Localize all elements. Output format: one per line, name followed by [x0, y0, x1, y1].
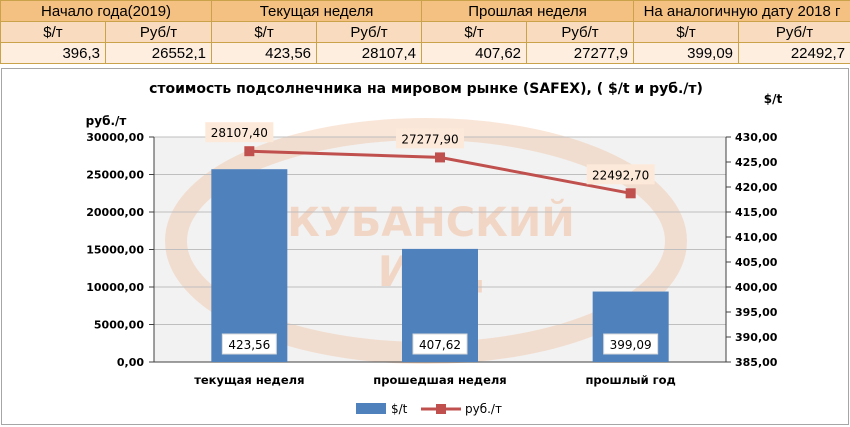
- summary-values-row: 396,3 26552,1 423,56 28107,4 407,62 2727…: [0, 42, 850, 64]
- left-tick-label: 10000,00: [86, 281, 144, 294]
- unit-cell: $/т: [0, 21, 106, 43]
- bar-label-bg: [603, 333, 659, 355]
- bar-data-label: 407,62: [419, 338, 461, 352]
- summary-units-row: $/т Руб/т $/т Руб/т $/т Руб/т $/т Руб/т: [0, 21, 850, 43]
- summary-header-row: Начало года(2019) Текущая неделя Прошлая…: [0, 0, 850, 22]
- value-cell: 28107,4: [316, 42, 423, 64]
- line-label-bg: [205, 122, 274, 143]
- left-tick-label: 20000,00: [86, 206, 144, 219]
- right-tick-label: 385,00: [735, 356, 778, 369]
- unit-cell: Руб/т: [526, 21, 635, 43]
- unit-cell: Руб/т: [104, 21, 213, 43]
- unit-cell: Руб/т: [738, 21, 850, 43]
- bar-label-bg: [221, 333, 277, 355]
- line-marker: [435, 152, 445, 163]
- bar-data-label: 423,56: [228, 338, 270, 352]
- legend-line-label: руб./т: [465, 402, 502, 416]
- watermark-text-line1: КУБАНСКИЙ: [287, 198, 574, 246]
- left-tick-label: 25000,00: [86, 169, 144, 182]
- right-tick-label: 390,00: [735, 331, 778, 344]
- legend-line-marker: [436, 404, 446, 414]
- chart-area: КУБАНСКИЙИАЦстоимость подсолнечника на м…: [1, 68, 849, 425]
- unit-cell: $/т: [211, 21, 318, 43]
- line-label-bg: [586, 164, 655, 185]
- line-data-label: 22492,70: [592, 168, 649, 182]
- value-cell: 27277,9: [526, 42, 635, 64]
- chart-title: стоимость подсолнечника на мировом рынке…: [149, 81, 703, 97]
- line-data-label: 28107,40: [211, 126, 268, 140]
- category-label: текущая неделя: [194, 373, 304, 387]
- right-tick-label: 420,00: [735, 181, 778, 194]
- legend-bar-swatch: [356, 403, 386, 414]
- line-label-bg: [396, 128, 464, 149]
- header-previous-week: Прошлая неделя: [421, 0, 635, 22]
- left-tick-label: 0,00: [117, 356, 144, 369]
- value-cell: 399,09: [633, 42, 740, 64]
- header-current-week: Текущая неделя: [211, 0, 423, 22]
- value-cell: 407,62: [421, 42, 528, 64]
- bar: [211, 169, 288, 362]
- right-tick-label: 410,00: [735, 231, 778, 244]
- category-label: прошлый год: [585, 373, 675, 387]
- right-tick-label: 395,00: [735, 306, 778, 319]
- unit-cell: $/т: [421, 21, 528, 43]
- unit-cell: $/т: [633, 21, 740, 43]
- left-tick-label: 5000,00: [94, 319, 144, 332]
- header-start-of-year: Начало года(2019): [0, 0, 213, 22]
- left-axis-label: руб./т: [86, 114, 127, 128]
- right-axis-label: $/t: [764, 92, 783, 106]
- line-data-label: 27277,90: [401, 132, 458, 146]
- category-label: прошедшая неделя: [373, 373, 506, 387]
- summary-table: Начало года(2019) Текущая неделя Прошлая…: [0, 0, 850, 64]
- value-cell: 26552,1: [104, 42, 213, 64]
- bar-label-bg: [412, 333, 468, 355]
- left-tick-label: 30000,00: [86, 131, 144, 144]
- value-cell: 22492,7: [738, 42, 850, 64]
- left-tick-label: 15000,00: [86, 244, 144, 257]
- right-tick-label: 415,00: [735, 206, 778, 219]
- value-cell: 423,56: [211, 42, 318, 64]
- value-cell: 396,3: [0, 42, 106, 64]
- right-tick-label: 430,00: [735, 131, 778, 144]
- right-tick-label: 400,00: [735, 281, 778, 294]
- header-same-date-2018: На аналогичную дату 2018 г: [633, 0, 850, 22]
- bar-data-label: 399,09: [610, 338, 652, 352]
- unit-cell: Руб/т: [316, 21, 423, 43]
- line-marker: [244, 146, 255, 157]
- legend-bar-label: $/t: [391, 402, 408, 416]
- right-tick-label: 405,00: [735, 256, 778, 269]
- chart-svg: КУБАНСКИЙИАЦстоимость подсолнечника на м…: [1, 68, 849, 425]
- line-marker: [625, 188, 636, 199]
- right-tick-label: 425,00: [735, 156, 778, 169]
